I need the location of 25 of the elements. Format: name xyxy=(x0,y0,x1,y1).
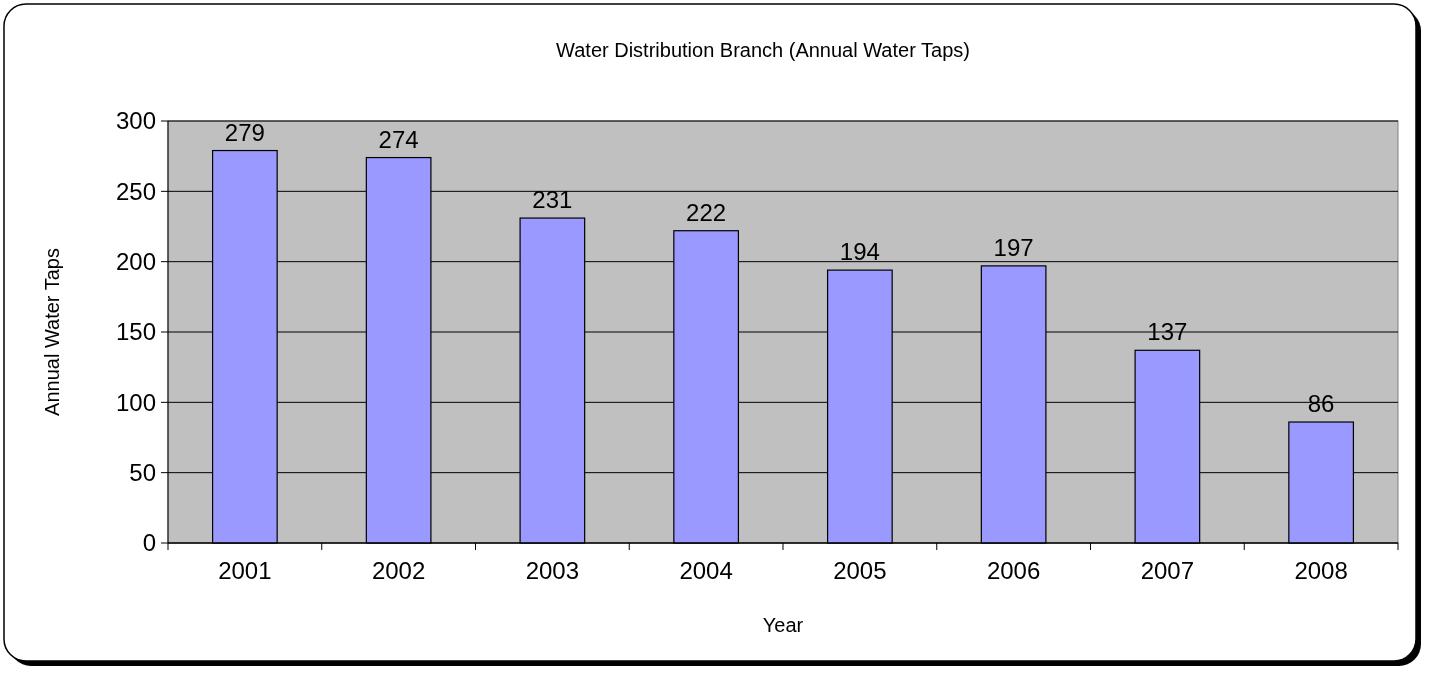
x-tick-label: 2006 xyxy=(986,557,1041,584)
y-tick-label: 100 xyxy=(115,388,156,416)
x-tick-label: 2005 xyxy=(833,557,887,584)
x-tick-label: 2003 xyxy=(525,557,580,584)
y-tick-label: 150 xyxy=(115,318,156,346)
data-label: 194 xyxy=(839,238,880,266)
data-label: 274 xyxy=(378,125,419,153)
x-tick-label: 2007 xyxy=(1140,557,1195,584)
data-label: 137 xyxy=(1147,318,1188,346)
y-tick-label: 200 xyxy=(115,248,156,276)
y-tick-label: 300 xyxy=(115,107,156,135)
data-label: 279 xyxy=(224,118,265,146)
data-label: 231 xyxy=(532,186,573,214)
chart-title: Water Distribution Branch (Annual Water Taps) xyxy=(556,39,970,61)
y-tick-label: 0 xyxy=(142,529,156,557)
y-tick-label: 250 xyxy=(115,177,156,205)
x-tick-label: 2008 xyxy=(1294,557,1348,584)
data-label: 222 xyxy=(686,198,727,226)
x-axis-title: Year xyxy=(762,614,804,636)
y-axis-title: Annual Water Taps xyxy=(41,248,63,416)
x-tick-label: 2001 xyxy=(218,557,272,584)
y-tick-label: 50 xyxy=(129,459,156,487)
data-label: 197 xyxy=(993,233,1034,261)
x-tick-label: 2004 xyxy=(679,557,733,584)
x-tick-label: 2002 xyxy=(371,557,426,584)
